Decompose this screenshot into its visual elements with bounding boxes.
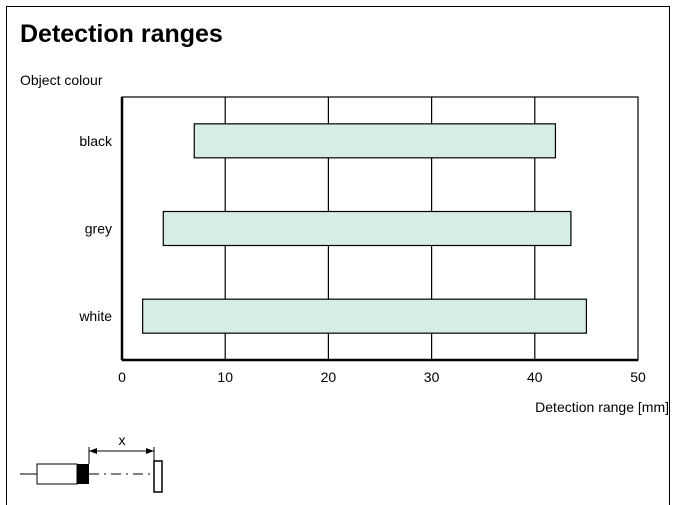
bar-black [193,123,557,159]
x-axis-label: Detection range [mm] [535,399,669,415]
sensor-diagram: x [20,432,163,493]
sensor-head [77,464,89,484]
x-tick-label-10: 10 [217,369,233,385]
chart-title: Detection ranges [20,20,223,48]
category-label-white: white [78,308,112,324]
bar-white [142,298,588,334]
target-object [153,460,163,493]
dimension-arrow-left [89,448,97,454]
dimension-label-x: x [119,432,126,448]
x-tick-label-0: 0 [118,369,126,385]
x-tick-label-30: 30 [424,369,440,385]
x-tick-label-50: 50 [630,369,646,385]
bar-grey [162,210,572,247]
figure-frame [6,6,670,505]
x-tick-label-40: 40 [527,369,543,385]
category-label-black: black [79,133,113,149]
category-label-grey: grey [85,221,112,237]
dimension-arrow-right [146,448,154,454]
y-axis-label: Object colour [20,72,103,88]
x-tick-label-20: 20 [321,369,337,385]
sensor-body [36,463,78,485]
